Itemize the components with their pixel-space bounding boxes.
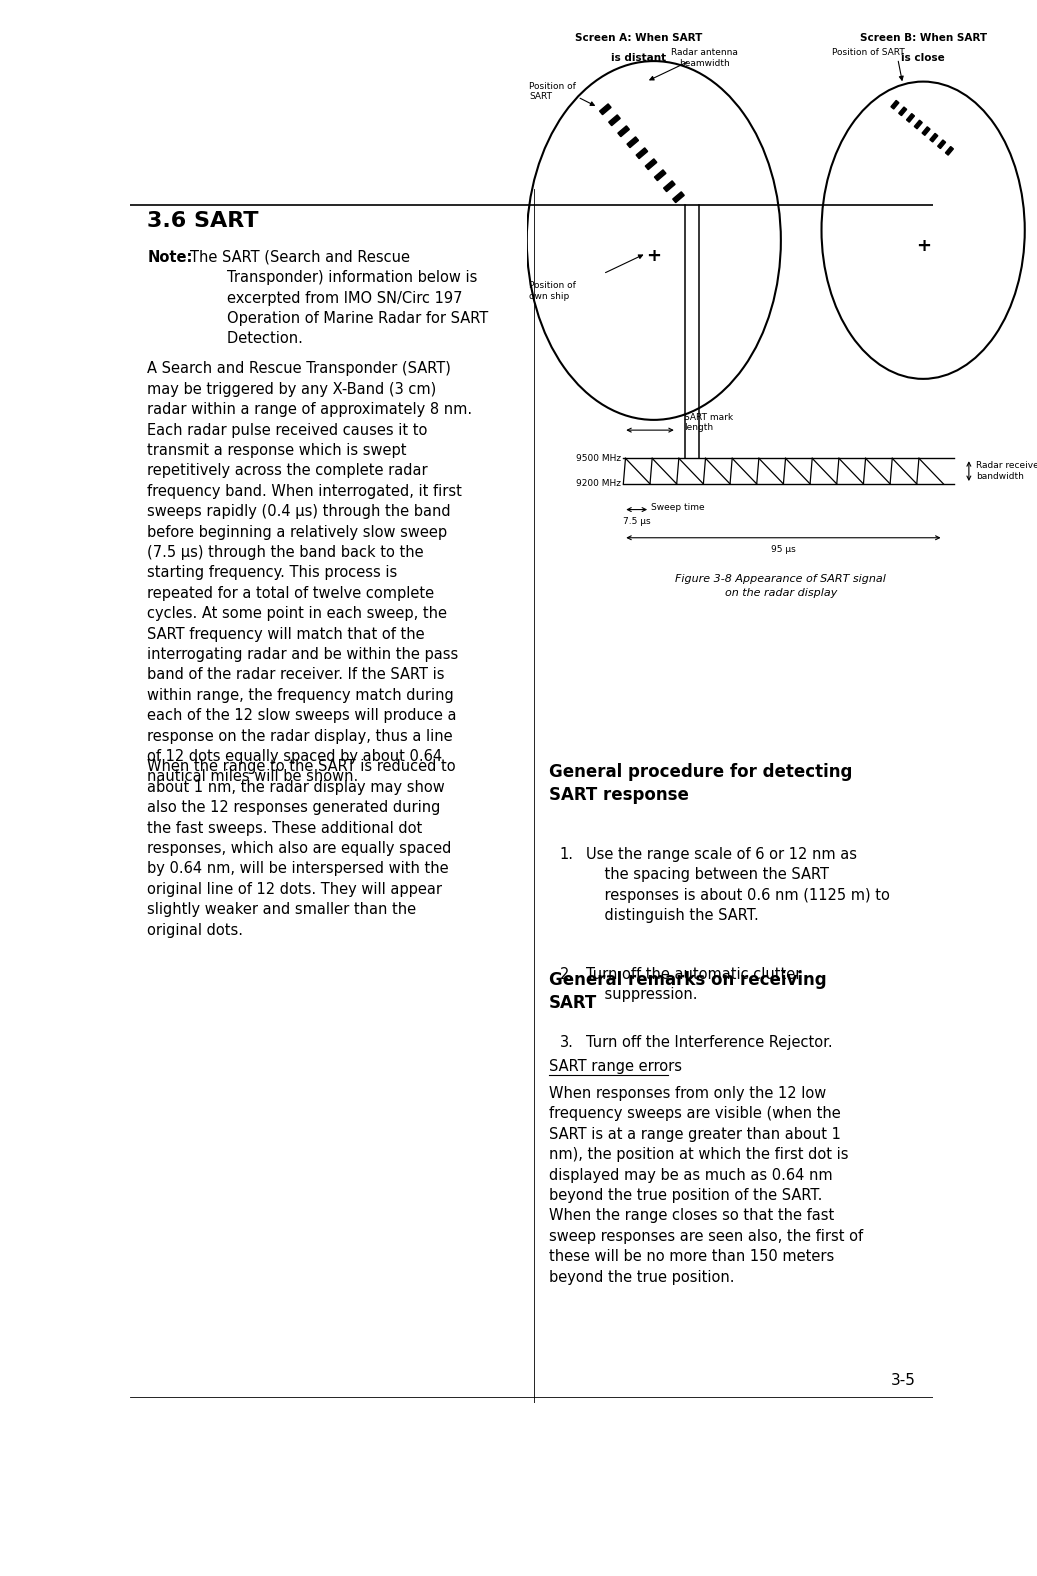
Text: 95 μs: 95 μs: [772, 545, 795, 555]
Bar: [891, 101, 899, 109]
Bar: [937, 140, 946, 148]
Text: SART range errors: SART range errors: [550, 1059, 682, 1075]
Text: is close: is close: [901, 54, 945, 63]
Text: A Search and Rescue Transponder (SART)
may be triggered by any X-Band (3 cm)
rad: A Search and Rescue Transponder (SART) m…: [147, 361, 473, 785]
Text: 2.: 2.: [560, 968, 573, 982]
Bar: [599, 104, 611, 115]
Text: Use the range scale of 6 or 12 nm as
    the spacing between the SART
    respon: Use the range scale of 6 or 12 nm as the…: [586, 846, 890, 924]
Text: Turn off the automatic clutter
    suppression.: Turn off the automatic clutter suppressi…: [586, 968, 802, 1002]
Text: is distant: is distant: [611, 54, 666, 63]
Text: The SART (Search and Rescue
        Transponder) information below is
        ex: The SART (Search and Rescue Transponder)…: [190, 251, 488, 347]
Bar: [899, 107, 906, 115]
Bar: [906, 113, 915, 123]
Text: Note:: Note:: [147, 251, 193, 265]
Text: Figure 3-8 Appearance of SART signal
on the radar display: Figure 3-8 Appearance of SART signal on …: [675, 574, 887, 597]
Bar: [636, 148, 648, 159]
Bar: [618, 126, 629, 137]
Text: 9500 MHz: 9500 MHz: [576, 454, 621, 463]
Text: Sweep time: Sweep time: [651, 503, 705, 512]
Bar: [654, 170, 666, 181]
Bar: [673, 192, 684, 203]
Bar: [922, 126, 930, 136]
Text: 3.6 SART: 3.6 SART: [147, 211, 259, 232]
Text: When the range to the SART is reduced to
about 1 nm, the radar display may show
: When the range to the SART is reduced to…: [147, 760, 456, 938]
Text: Radar antenna
beamwidth: Radar antenna beamwidth: [671, 49, 738, 68]
Bar: [627, 137, 639, 148]
Text: 9200 MHz: 9200 MHz: [576, 479, 621, 489]
Text: SART mark
length: SART mark length: [684, 413, 733, 432]
Text: When responses from only the 12 low
frequency sweeps are visible (when the
SART : When responses from only the 12 low freq…: [550, 1086, 863, 1284]
Text: Screen B: When SART: Screen B: When SART: [860, 33, 986, 43]
Bar: [930, 134, 937, 142]
Text: General remarks on receiving
SART: General remarks on receiving SART: [550, 971, 826, 1012]
Bar: [609, 115, 620, 126]
Text: Radar receiver
bandwidth: Radar receiver bandwidth: [977, 462, 1037, 481]
Text: 7.5 μs: 7.5 μs: [623, 517, 650, 526]
Bar: [946, 147, 953, 154]
Text: Screen A: When SART: Screen A: When SART: [574, 33, 702, 43]
Text: 3.: 3.: [560, 1035, 573, 1050]
Text: +: +: [916, 236, 930, 255]
Bar: [664, 181, 675, 192]
Text: Position of
own ship: Position of own ship: [529, 282, 577, 301]
Text: Position of SART: Position of SART: [832, 49, 904, 57]
Bar: [915, 120, 922, 129]
Text: Position of
SART: Position of SART: [529, 82, 577, 101]
Text: 1.: 1.: [560, 846, 573, 862]
Text: General procedure for detecting
SART response: General procedure for detecting SART res…: [550, 763, 852, 804]
Text: +: +: [646, 247, 662, 265]
Bar: [645, 159, 656, 170]
Text: 3-5: 3-5: [891, 1373, 916, 1388]
Text: Turn off the Interference Rejector.: Turn off the Interference Rejector.: [586, 1035, 833, 1050]
